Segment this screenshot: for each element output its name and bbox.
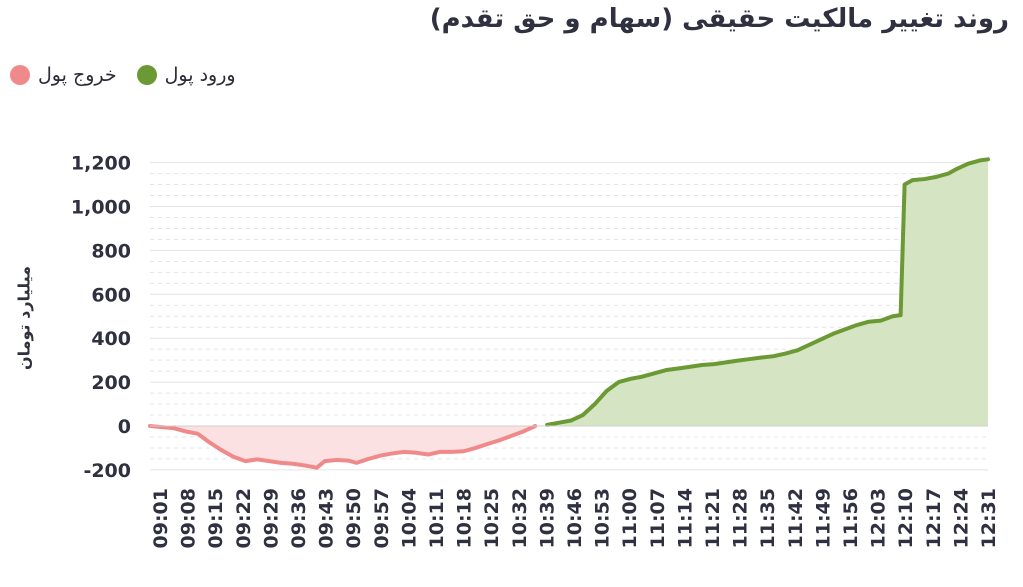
- x-tick-label: 11:21: [702, 488, 724, 548]
- x-tick-label: 09:29: [260, 488, 282, 548]
- y-tick-label: -200: [83, 460, 131, 482]
- series-area-0: [150, 426, 536, 468]
- chart-title: روند تغییر مالکیت حقیقی (سهام و حق تقدم): [429, 4, 1009, 34]
- x-tick-label: 12:10: [895, 488, 917, 548]
- x-tick-label: 11:28: [730, 488, 752, 548]
- legend-item-outflow[interactable]: خروج پول: [10, 64, 117, 86]
- x-tick-label: 10:18: [454, 488, 476, 548]
- y-tick-label: 800: [91, 240, 131, 262]
- x-tick-label: 10:53: [592, 488, 614, 548]
- x-tick-label: 10:32: [509, 488, 531, 548]
- x-tick-label: 09:08: [178, 488, 200, 548]
- x-tick-label: 10:04: [398, 488, 420, 548]
- x-tick-label: 09:22: [233, 488, 255, 548]
- x-tick-label: 11:49: [812, 488, 834, 548]
- x-tick-label: 09:01: [150, 488, 172, 548]
- x-tick-label: 10:46: [564, 488, 586, 548]
- y-tick-label: 1,000: [71, 197, 131, 219]
- x-tick-label: 10:25: [481, 488, 503, 548]
- legend-item-inflow[interactable]: ورود پول: [136, 64, 236, 86]
- y-tick-label: 1,200: [71, 153, 131, 175]
- x-tick-label: 10:39: [536, 488, 558, 548]
- x-tick-label: 12:24: [950, 488, 972, 548]
- x-tick-label: 09:50: [343, 488, 365, 548]
- y-tick-label: 200: [91, 372, 131, 394]
- series-line-1: [545, 157, 990, 427]
- x-tick-label: 11:35: [757, 488, 779, 548]
- legend-inflow-label: ورود پول: [164, 64, 236, 86]
- x-tick-label: 09:15: [205, 488, 227, 548]
- x-tick-label: 12:17: [923, 488, 945, 548]
- x-tick-label: 11:56: [840, 488, 862, 548]
- series-area-1: [547, 159, 988, 426]
- x-tick-label: 10:11: [426, 488, 448, 548]
- x-tick-label: 09:36: [288, 488, 310, 548]
- legend-inflow-swatch: [136, 65, 157, 85]
- x-tick-label: 11:07: [647, 488, 669, 548]
- legend-outflow-label: خروج پول: [38, 64, 117, 86]
- x-tick-label: 12:03: [868, 488, 890, 548]
- chart-legend: خروج پول ورود پول: [10, 64, 236, 86]
- legend-outflow-swatch: [10, 65, 30, 85]
- x-tick-label: 11:42: [785, 488, 807, 548]
- x-tick-label: 11:14: [674, 488, 696, 548]
- x-tick-label: 09:43: [316, 488, 338, 548]
- x-tick-label: 09:57: [371, 488, 393, 548]
- x-tick-label: 12:31: [978, 488, 1000, 548]
- series-line-0: [148, 424, 538, 470]
- y-tick-label: 0: [118, 416, 131, 438]
- y-tick-label: 600: [91, 284, 131, 306]
- x-tick-label: 11:00: [619, 488, 641, 548]
- y-tick-label: 400: [91, 328, 131, 350]
